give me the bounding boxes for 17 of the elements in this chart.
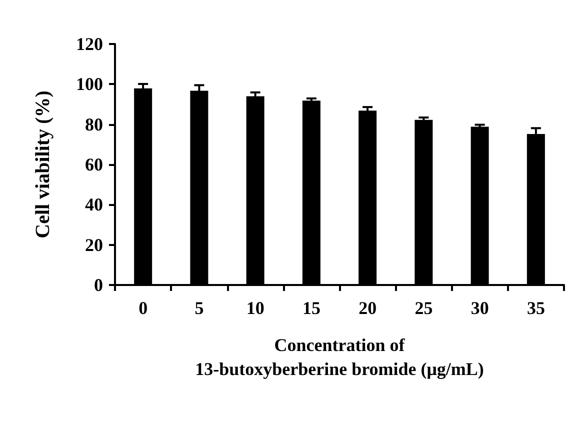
x-tick-label: 15 (302, 298, 320, 318)
x-tick-label: 25 (414, 298, 433, 318)
y-axis-title: Cell viability (%) (32, 90, 54, 238)
x-tick-label: 10 (246, 298, 264, 318)
y-tick-label: 100 (76, 74, 103, 94)
y-tick-label: 40 (85, 194, 103, 215)
x-tick-label: 30 (470, 298, 489, 318)
x-axis-title: Concentration of 13-butoxyberberine bromide (μg/mL) (195, 335, 484, 379)
y-tick-label: 0 (94, 275, 103, 295)
y-tick-label: 20 (85, 234, 103, 255)
x-tick-label: 5 (194, 298, 204, 318)
y-tick-label: 80 (85, 114, 103, 134)
x-tick-label: 20 (358, 298, 377, 318)
x-tick-label: 0 (138, 298, 148, 318)
y-tick-label: 120 (76, 34, 103, 54)
x-tick-label: 35 (526, 298, 545, 318)
y-tick-label: 60 (85, 154, 103, 174)
